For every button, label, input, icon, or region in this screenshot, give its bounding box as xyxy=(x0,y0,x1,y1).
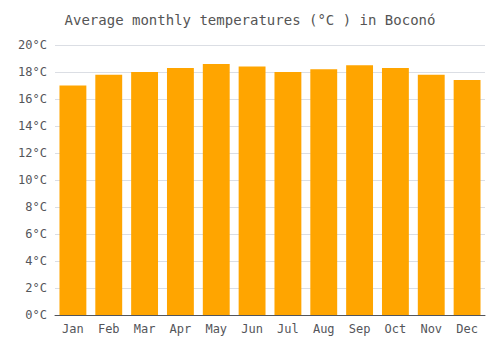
svg-text:Mar: Mar xyxy=(134,322,156,336)
svg-text:Average monthly temperatures (: Average monthly temperatures (°C ) in Bo… xyxy=(65,12,436,28)
svg-text:6°C: 6°C xyxy=(25,227,47,241)
svg-text:20°C: 20°C xyxy=(18,38,47,52)
svg-text:Jul: Jul xyxy=(277,322,299,336)
svg-text:12°C: 12°C xyxy=(18,146,47,160)
svg-text:Feb: Feb xyxy=(98,322,120,336)
svg-text:4°C: 4°C xyxy=(25,254,47,268)
svg-text:Apr: Apr xyxy=(170,322,192,336)
svg-text:18°C: 18°C xyxy=(18,65,47,79)
svg-text:Jun: Jun xyxy=(241,322,263,336)
svg-text:14°C: 14°C xyxy=(18,119,47,133)
svg-text:0°C: 0°C xyxy=(25,308,47,322)
svg-text:Nov: Nov xyxy=(420,322,442,336)
svg-text:May: May xyxy=(205,322,227,336)
svg-text:10°C: 10°C xyxy=(18,173,47,187)
svg-text:Dec: Dec xyxy=(456,322,478,336)
svg-text:8°C: 8°C xyxy=(25,200,47,214)
svg-text:Aug: Aug xyxy=(313,322,335,336)
svg-text:16°C: 16°C xyxy=(18,92,47,106)
svg-text:Sep: Sep xyxy=(349,322,371,336)
svg-text:2°C: 2°C xyxy=(25,281,47,295)
svg-text:Oct: Oct xyxy=(385,322,407,336)
svg-text:Jan: Jan xyxy=(62,322,84,336)
